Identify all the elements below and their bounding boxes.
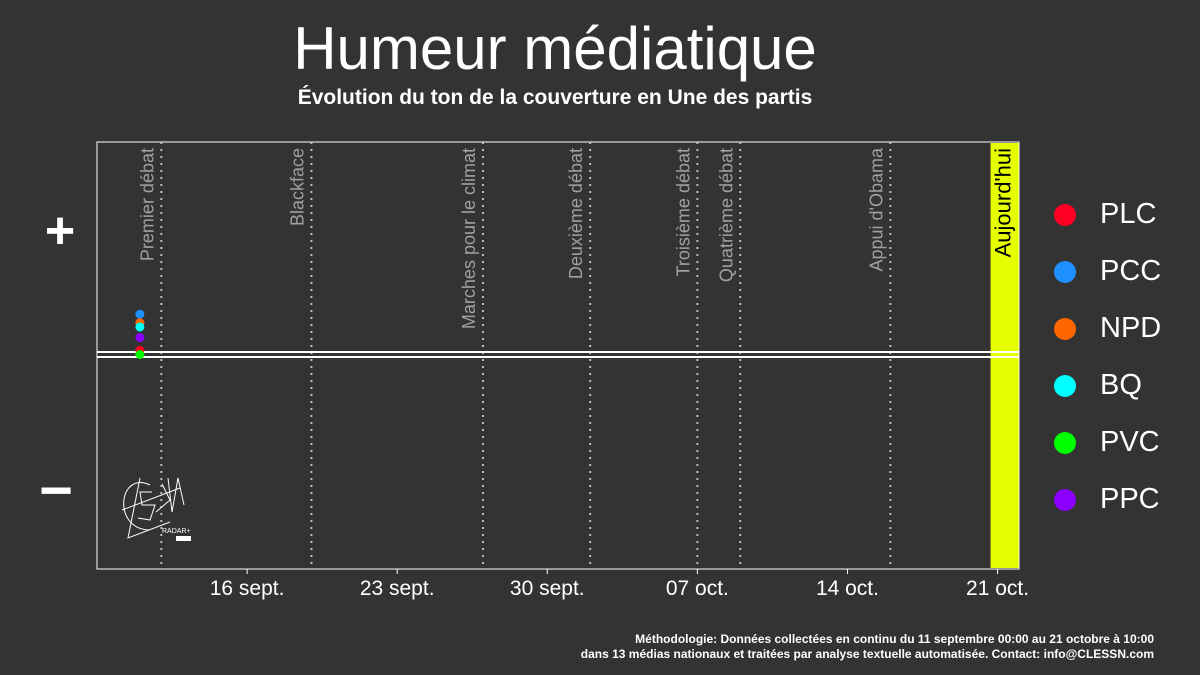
legend-label: NPD [1100,312,1162,344]
data-point-pvc [135,350,145,359]
event-label: Marches pour le climat [459,148,479,329]
methodology-line-1: Méthodologie: Données collectées en cont… [635,632,1154,646]
x-tick-label: 07 oct. [666,577,729,600]
legend-label: PVC [1100,426,1160,458]
x-tick-label: 14 oct. [816,577,879,600]
y-negative-symbol: − [39,458,73,523]
legend-item-bq: BQ [1050,363,1190,420]
y-positive-symbol: + [45,202,75,260]
x-tick-label: 21 oct. [966,577,1029,600]
x-tick-label: 16 sept. [210,577,285,600]
data-point-bq [135,322,145,332]
legend-swatch [1054,489,1076,511]
x-axis: 16 sept. 23 sept. 30 sept. 07 oct. 14 oct. 21… [210,569,1029,600]
legend: PLC PCC NPD BQ PVC PPC [1050,192,1190,534]
zero-line [97,351,1019,358]
legend-item-pcc: PCC [1050,249,1190,306]
x-tick-label: 30 sept. [510,577,585,600]
chart-subtitle: Évolution du ton de la couverture en Une… [297,86,813,109]
today-label: Aujourd'hui [990,148,1015,257]
x-tick-label: 23 sept. [360,577,435,600]
event-label: Deuxième débat [566,148,586,279]
event-label: Blackface [287,148,307,226]
legend-swatch [1054,375,1076,397]
chart-title: Humeur médiatique [293,15,817,82]
legend-item-npd: NPD [1050,306,1190,363]
legend-item-plc: PLC [1050,192,1190,249]
methodology-note: Méthodologie: Données collectées en cont… [581,632,1154,662]
legend-swatch [1054,318,1076,340]
legend-label: PLC [1100,198,1157,230]
plot-frame [96,141,1020,570]
today-marker: Aujourd'hui [990,143,1019,568]
legend-label: PCC [1100,255,1162,287]
event-label: Troisième débat [673,148,693,276]
legend-swatch [1054,261,1076,283]
legend-swatch [1054,204,1076,226]
data-points [135,309,145,359]
legend-item-ppc: PPC [1050,477,1190,534]
legend-label: BQ [1100,369,1142,401]
logo-text: RADAR+ [162,528,191,535]
event-label: Quatrième débat [716,148,736,282]
methodology-line-2: dans 13 médias nationaux et traitées par… [580,647,1154,661]
event-label: Premier débat [137,148,157,261]
event-lines: Premier débat Blackface Marches pour le cl… [137,142,892,569]
clessn-logo: RADAR+ [121,477,191,541]
today-band [990,143,1019,568]
event-label: Appui d'Obama [866,147,886,272]
data-point-ppc [135,333,145,343]
legend-item-pvc: PVC [1050,420,1190,477]
legend-swatch [1054,432,1076,454]
data-point-pcc [135,309,145,319]
legend-label: PPC [1100,483,1160,515]
